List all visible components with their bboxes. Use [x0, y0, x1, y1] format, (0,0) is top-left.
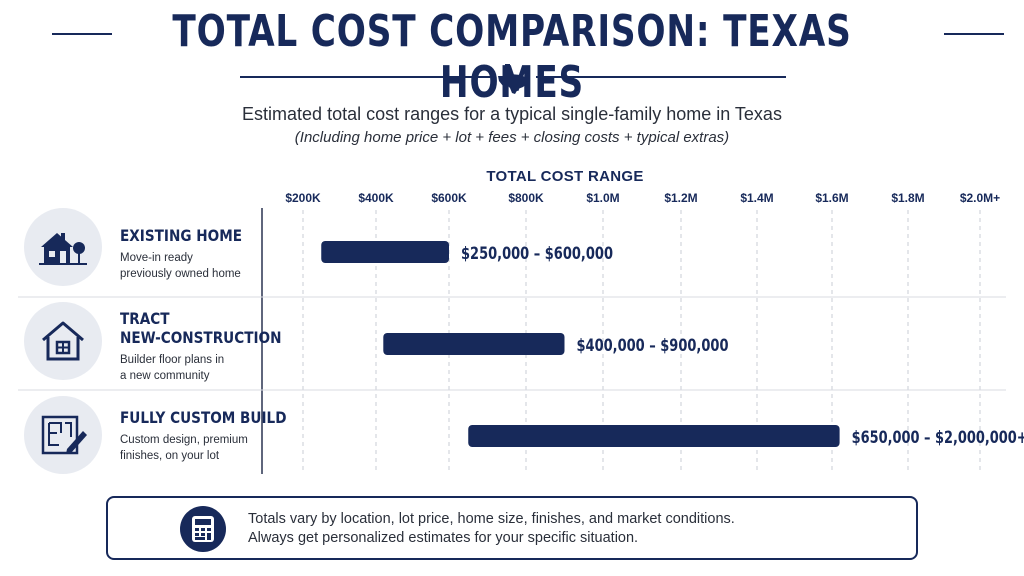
row-title-custom: FULLY CUSTOM BUILD — [120, 408, 287, 427]
custom-build-icon-circle — [24, 396, 102, 474]
disclaimer-text: Totals vary by location, lot price, home… — [248, 510, 735, 548]
row-title-existing-home: EXISTING HOME — [120, 226, 243, 245]
row-desc-line: finishes, on your lot — [120, 450, 220, 462]
house-outline-icon — [42, 321, 84, 361]
tick-label: $1.6M — [815, 191, 849, 205]
range-value-label: $650,000 – $2,000,000+ — [852, 428, 1024, 448]
row-desc-line: Custom design, premium — [120, 434, 248, 446]
row-title-tract: TRACT NEW-CONSTRUCTION — [120, 309, 281, 347]
texas-state-icon — [496, 62, 530, 96]
subnote: (Including home price + lot + fees + clo… — [294, 129, 730, 146]
blueprint-pencil-icon — [41, 415, 87, 455]
row-desc-line: previously owned home — [120, 268, 241, 280]
range-bar — [383, 333, 565, 355]
title-rule-left — [52, 33, 112, 35]
title-underline-left — [240, 76, 490, 78]
row-desc-existing-home: Move-in ready previously owned home — [120, 250, 260, 282]
page-title: TOTAL COST COMPARISON: TEXAS HOMES — [172, 6, 852, 108]
title-rule-right — [944, 33, 1004, 35]
row-title-line: NEW-CONSTRUCTION — [120, 328, 282, 347]
range-value-label: $400,000 – $900,000 — [577, 336, 729, 356]
title-underline-right — [536, 76, 786, 78]
tract-home-icon-circle — [24, 302, 102, 380]
subtitle: Estimated total cost ranges for a typica… — [242, 104, 782, 124]
disclaimer-line: Always get personalized estimates for yo… — [248, 530, 639, 546]
row-desc-tract: Builder floor plans in a new community — [120, 352, 260, 384]
tick-label: $600K — [431, 191, 467, 205]
title-row: TOTAL COST COMPARISON: TEXAS HOMES — [0, 6, 1024, 108]
calculator-icon — [180, 506, 226, 552]
tick-label: $800K — [508, 191, 544, 205]
house-tree-icon — [39, 233, 87, 265]
tick-label: $1.8M — [891, 191, 925, 205]
tick-label: $1.0M — [586, 191, 620, 205]
range-value-label: $250,000 – $600,000 — [461, 244, 613, 264]
row-desc-custom: Custom design, premium finishes, on your… — [120, 432, 260, 464]
tick-label: $1.4M — [740, 191, 774, 205]
range-bar — [321, 241, 449, 263]
axis-title: TOTAL COST RANGE — [486, 168, 644, 185]
tick-label: $400K — [358, 191, 394, 205]
tick-label: $2.0M+ — [959, 191, 1001, 205]
existing-home-icon-circle — [24, 208, 102, 286]
disclaimer-line: Totals vary by location, lot price, home… — [248, 511, 735, 527]
row-desc-line: Builder floor plans in — [120, 354, 225, 366]
row-title-line: TRACT — [120, 309, 170, 328]
tick-label: $200K — [285, 191, 321, 205]
row-desc-line: Move-in ready — [120, 252, 193, 264]
row-desc-line: a new community — [120, 370, 210, 382]
tick-label: $1.2M — [664, 191, 698, 205]
range-bar — [468, 425, 840, 447]
disclaimer-box: Totals vary by location, lot price, home… — [106, 496, 918, 560]
